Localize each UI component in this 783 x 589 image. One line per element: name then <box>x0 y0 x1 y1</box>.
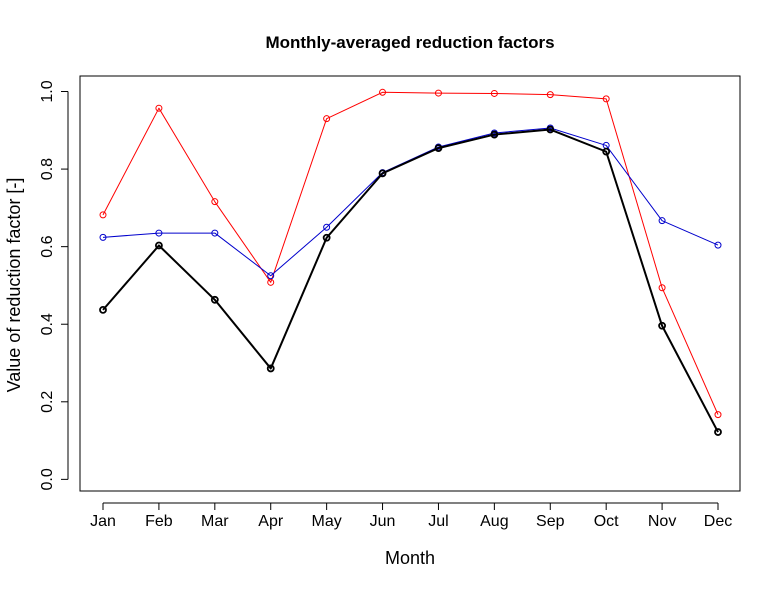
data-point-blue <box>323 223 331 231</box>
x-tick-label: Dec <box>704 513 732 530</box>
series-line-red <box>102 91 719 415</box>
y-tick-label: 1.0 <box>39 80 56 102</box>
x-tick-label: Apr <box>258 513 284 530</box>
x-tick-label: Oct <box>594 513 619 530</box>
data-point-black <box>210 295 219 304</box>
data-point-black <box>434 144 443 153</box>
data-point-black <box>490 130 499 139</box>
data-point-red <box>434 89 442 97</box>
data-point-red <box>546 91 554 99</box>
x-tick-label: Jun <box>370 513 396 530</box>
data-point-blue <box>267 272 275 280</box>
y-tick-label: 0.8 <box>39 158 56 180</box>
x-axis: Jan Feb Mar Apr May Jun Jul Aug Sep Oct Nov Dec <box>90 502 732 530</box>
data-point-black <box>155 241 163 250</box>
data-point-red <box>602 95 610 103</box>
data-point-black <box>546 125 555 134</box>
data-point-red <box>211 198 219 206</box>
data-point-red <box>323 115 331 123</box>
data-point-black <box>714 428 722 436</box>
data-point-blue <box>658 217 666 225</box>
x-tick-label: May <box>312 513 342 530</box>
data-point-blue <box>155 229 163 237</box>
x-tick-label: Jan <box>90 513 116 530</box>
plot-frame <box>79 75 741 492</box>
data-point-red <box>155 104 163 112</box>
data-point-red <box>658 284 666 292</box>
x-tick-label: Mar <box>201 513 229 530</box>
data-point-blue <box>714 241 722 249</box>
y-tick-label: 0.6 <box>39 235 56 257</box>
series-red <box>99 88 722 419</box>
data-point-red <box>714 411 722 419</box>
data-point-red <box>99 211 107 219</box>
data-point-blue <box>211 229 219 237</box>
data-point-black <box>658 321 666 330</box>
y-tick-label: 0.2 <box>39 391 56 413</box>
data-point-blue <box>99 233 107 241</box>
x-tick-label: Aug <box>480 513 508 530</box>
series-black <box>99 125 722 436</box>
data-point-black <box>378 169 387 178</box>
data-point-black <box>602 147 611 156</box>
x-tick-label: Nov <box>648 513 676 530</box>
x-tick-label: Jul <box>428 513 448 530</box>
data-point-red <box>379 88 387 96</box>
y-tick-label: 0.0 <box>39 468 56 490</box>
x-tick-label: Sep <box>536 513 565 530</box>
y-axis: 0.0 0.2 0.4 0.6 0.8 1.0 <box>39 80 69 490</box>
y-axis-label: Value of reduction factor [-] <box>4 178 24 393</box>
chart-title: Monthly-averaged reduction factors <box>265 33 554 52</box>
data-point-red <box>267 278 275 286</box>
series-line-black <box>102 128 719 433</box>
data-point-red <box>490 89 498 97</box>
data-point-black <box>99 305 107 314</box>
x-tick-label: Feb <box>145 513 173 530</box>
data-point-black <box>266 364 275 373</box>
x-axis-label: Month <box>385 548 435 568</box>
series-layer <box>99 88 722 436</box>
y-tick-label: 0.4 <box>39 313 56 335</box>
data-point-black <box>322 233 331 242</box>
